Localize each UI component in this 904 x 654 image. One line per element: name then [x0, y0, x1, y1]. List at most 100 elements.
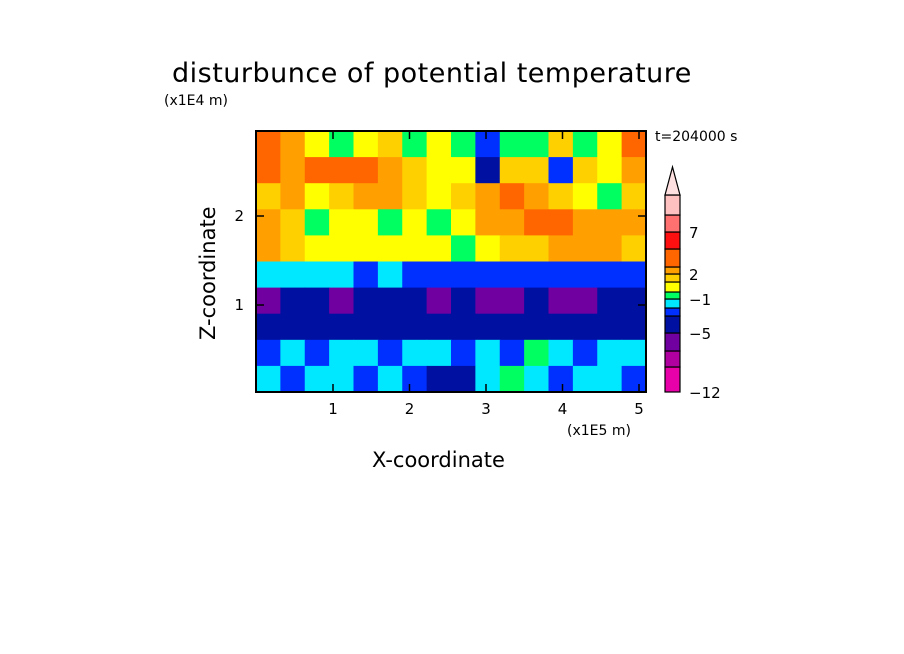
colorbar-label: −12	[689, 384, 721, 402]
x-tick-label: 4	[558, 400, 568, 418]
heatmap-cell	[426, 287, 452, 315]
heatmap-cell	[499, 313, 525, 341]
colorbar-label: 7	[689, 224, 699, 242]
heatmap-cell	[329, 235, 355, 263]
heatmap-cell	[451, 183, 476, 210]
heatmap-cell	[621, 157, 647, 184]
heatmap-cell	[499, 183, 525, 210]
heatmap-cell	[597, 235, 623, 263]
heatmap-cell	[304, 261, 330, 289]
heatmap-cell	[572, 261, 598, 289]
heatmap-cell	[524, 235, 550, 263]
heatmap-cell	[475, 261, 501, 289]
colorbar-segment	[664, 281, 681, 293]
heatmap-cell	[572, 183, 598, 210]
heatmap-cell	[280, 261, 306, 289]
heatmap-cell	[256, 261, 281, 289]
heatmap-cell	[256, 131, 281, 158]
heatmap-cell	[475, 365, 501, 393]
heatmap-cell	[597, 287, 623, 315]
heatmap-cell	[304, 157, 330, 184]
heatmap-cell	[524, 287, 550, 315]
heatmap-cell	[377, 183, 403, 210]
colorbar-segment	[664, 315, 681, 334]
heatmap-cell	[572, 365, 598, 393]
heatmap-cell	[426, 313, 452, 341]
heatmap-cell	[475, 287, 501, 315]
heatmap-cell	[621, 365, 647, 393]
x-tick-label: 3	[481, 400, 491, 418]
heatmap-cell	[329, 183, 355, 210]
heatmap-cell	[329, 287, 355, 315]
heatmap-cell	[621, 131, 647, 158]
heatmap-cell	[256, 183, 281, 210]
x-tick-label: 2	[405, 400, 415, 418]
heatmap-cell	[377, 313, 403, 341]
colorbar-segment	[664, 266, 681, 275]
heatmap-cell	[548, 287, 574, 315]
heatmap-cell	[426, 261, 452, 289]
heatmap-cell	[572, 157, 598, 184]
heatmap-cell	[256, 157, 281, 184]
heatmap-cell	[353, 261, 379, 289]
heatmap-cell	[499, 365, 525, 393]
heatmap-cell	[524, 339, 550, 367]
heatmap-cell	[256, 287, 281, 315]
heatmap-cell	[304, 183, 330, 210]
colorbar-segment	[664, 350, 681, 368]
heatmap-cell	[426, 157, 452, 184]
colorbar-segment	[664, 214, 681, 233]
heatmap-cell	[475, 209, 501, 236]
heatmap-cell	[621, 287, 647, 315]
heatmap-cell	[451, 365, 476, 393]
heatmap-cell	[499, 235, 525, 263]
heatmap-cell	[451, 157, 476, 184]
heatmap-cell	[524, 131, 550, 158]
heatmap-cell	[451, 287, 476, 315]
colorbar-segment	[664, 231, 681, 250]
heatmap-cell	[621, 339, 647, 367]
heatmap-cell	[548, 209, 574, 236]
heatmap-cell	[377, 131, 403, 158]
heatmap-cell	[597, 365, 623, 393]
heatmap-cell	[402, 235, 428, 263]
heatmap-cell	[329, 209, 355, 236]
heatmap-cell	[304, 365, 330, 393]
heatmap-cell	[353, 209, 379, 236]
heatmap-cell	[304, 235, 330, 263]
heatmap-cell	[353, 131, 379, 158]
heatmap-cell	[256, 235, 281, 263]
heatmap-cell	[451, 235, 476, 263]
x-tick-label: 1	[328, 400, 338, 418]
heatmap-cell	[329, 261, 355, 289]
heatmap-cell	[621, 313, 647, 341]
heatmap-cell	[280, 235, 306, 263]
heatmap-cell	[353, 313, 379, 341]
heatmap-cell	[304, 339, 330, 367]
heatmap-cell	[377, 157, 403, 184]
heatmap-cell	[304, 131, 330, 158]
heatmap-cell	[402, 209, 428, 236]
heatmap-cell	[377, 209, 403, 236]
colorbar-segment	[664, 248, 681, 268]
heatmap-cell	[475, 131, 501, 158]
heatmap-cell	[426, 365, 452, 393]
x-tick-label: 5	[634, 400, 644, 418]
heatmap-cell	[304, 313, 330, 341]
heatmap-cell	[597, 339, 623, 367]
colorbar-segment	[664, 194, 681, 216]
heatmap-cell	[402, 183, 428, 210]
heatmap-cell	[426, 339, 452, 367]
heatmap-cell	[621, 209, 647, 236]
heatmap-cell	[597, 261, 623, 289]
heatmap-cell	[353, 365, 379, 393]
heatmap-cell	[280, 365, 306, 393]
heatmap-cell	[280, 131, 306, 158]
heatmap-cell	[280, 313, 306, 341]
heatmap-cell	[329, 313, 355, 341]
heatmap-cell	[280, 339, 306, 367]
heatmap-cell	[256, 313, 281, 341]
heatmap-cell	[524, 365, 550, 393]
heatmap-cell	[621, 183, 647, 210]
colorbar-segment	[664, 307, 681, 317]
